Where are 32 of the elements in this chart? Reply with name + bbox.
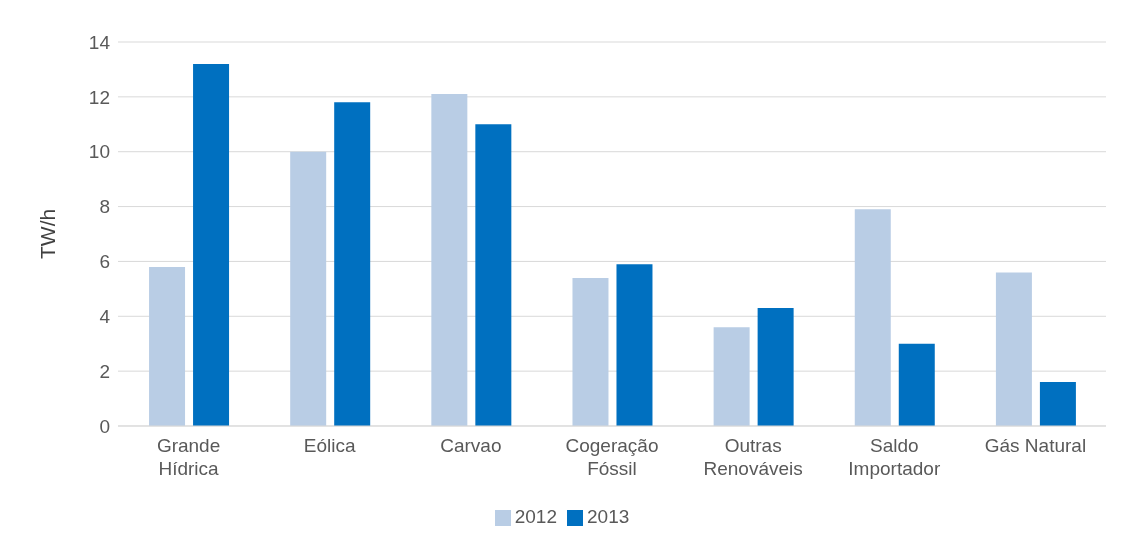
y-tick-label: 6	[99, 251, 110, 273]
y-tick-label: 14	[88, 31, 111, 53]
bar	[995, 272, 1032, 426]
bar	[854, 209, 891, 426]
x-tick-label: Gás Natural	[984, 435, 1087, 456]
x-tick-label: Carvao	[440, 435, 502, 456]
bar	[334, 102, 371, 426]
y-tick-label: 8	[99, 196, 110, 218]
y-tick-label: 0	[99, 415, 110, 437]
bar	[616, 264, 653, 426]
bar	[898, 343, 935, 426]
y-tick-label: 12	[88, 86, 110, 108]
bar	[431, 94, 468, 426]
bar	[1039, 382, 1076, 426]
y-tick-label: 4	[99, 306, 111, 328]
bar	[475, 124, 512, 426]
y-axis-title: TW/h	[36, 208, 60, 259]
y-tick-label: 10	[88, 141, 110, 163]
bar	[193, 63, 230, 426]
legend-label: 2012	[514, 506, 557, 527]
x-tick-label: Cogeração Fóssil	[565, 435, 659, 479]
legend-label: 2013	[587, 506, 630, 527]
y-tick-label: 2	[99, 360, 110, 382]
bar	[290, 151, 327, 426]
x-tick-label: Saldo Importador	[848, 435, 941, 479]
x-tick-label: Eólica	[303, 435, 357, 456]
bar	[757, 308, 794, 426]
bar	[149, 266, 186, 426]
bar	[713, 327, 750, 426]
x-tick-label: Grande Hídrica	[156, 435, 221, 479]
x-tick-label: Outras Renováveis	[703, 435, 803, 479]
bar	[572, 277, 609, 426]
